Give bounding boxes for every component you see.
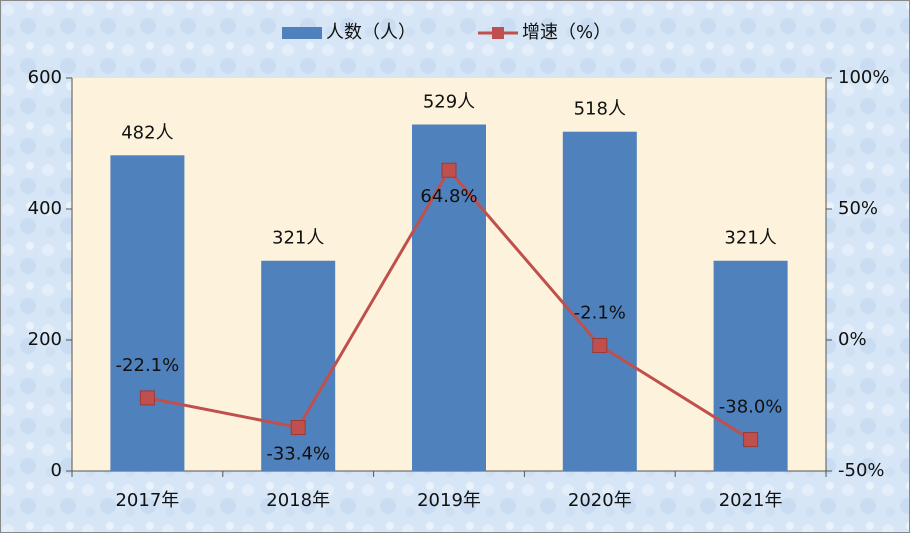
y-tick-label: 400 [28,198,62,219]
line-marker [290,420,306,436]
bar [110,155,185,472]
x-tick-label: 2021年 [719,490,783,511]
y-tick-label: 600 [28,67,62,88]
line-marker [743,432,759,448]
bar-value-label: 321人 [724,228,776,249]
legend-swatch [492,27,504,39]
y2-tick-label: -50% [838,460,885,481]
bar-value-label: 482人 [121,122,173,143]
bar-value-label: 321人 [272,228,324,249]
bar [412,124,486,471]
legend-label: 人数（人） [326,22,416,43]
bar-value-label: 518人 [574,99,626,120]
line-marker [441,162,457,178]
bar [261,260,336,471]
x-tick-label: 2019年 [417,490,481,511]
bar-value-label: 529人 [423,92,475,113]
line-marker [139,390,155,406]
y-tick-label: 200 [28,329,62,350]
y2-tick-label: 50% [838,198,878,219]
x-tick-label: 2020年 [568,490,632,511]
y2-tick-label: 0% [838,329,867,350]
x-tick-label: 2017年 [115,490,179,511]
y-tick-label: 0 [51,460,62,481]
line-value-label: 64.8% [420,186,477,207]
line-value-label: -38.0% [719,397,783,418]
bar [562,131,637,471]
x-tick-label: 2018年 [266,490,330,511]
legend-label: 增速（%） [522,22,611,43]
line-value-label: -22.1% [116,355,180,376]
legend-swatch [282,27,322,39]
line-value-label: -2.1% [574,303,626,324]
line-value-label: -33.4% [266,444,330,465]
y2-tick-label: 100% [838,67,889,88]
line-marker [592,338,608,354]
